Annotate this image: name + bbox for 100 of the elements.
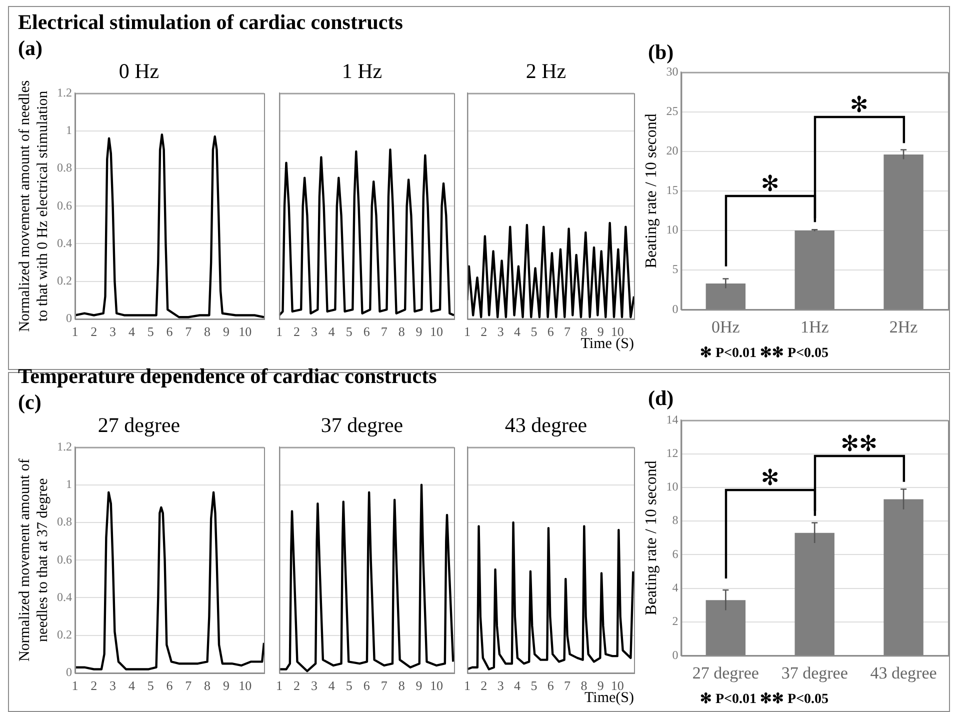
text: Electrical stimulation of cardiac constructs: [18, 10, 403, 35]
x-tick-label: 2: [90, 324, 98, 340]
x-tick-label: 3: [110, 678, 116, 694]
y-tick-label: 10: [666, 222, 678, 237]
text: (c): [18, 390, 42, 415]
x-tick-label: 7: [564, 324, 572, 340]
x-tick-label: 0Hz: [712, 317, 740, 336]
x-tick-label: 3: [497, 324, 504, 340]
chart-title: 1 Hz: [342, 59, 382, 84]
y-tick-label: 1.2: [57, 439, 72, 454]
x-tick-label: 5: [147, 678, 154, 694]
x-tick-label: 9: [416, 678, 422, 694]
y-tick-label: 0: [672, 648, 678, 662]
y-tick-label: 30: [666, 64, 678, 78]
chart-title: 43 degree: [504, 413, 588, 438]
x-tick-label: 3: [310, 678, 318, 694]
x-tick-label: 6: [547, 324, 554, 340]
chart-title: 27 degree: [98, 413, 180, 438]
y-tick-label: 8: [672, 513, 678, 528]
y-axis-title: Normalized movement amount of needles to that with 0 Hz electrical stimulation: [16, 80, 51, 332]
x-tick-label: 6: [363, 678, 370, 694]
x-tick-label: 5: [530, 678, 538, 694]
y-tick-label: 0.2: [57, 274, 72, 288]
x-tick-label: 5: [346, 678, 352, 694]
x-tick-label: 1Hz: [800, 317, 830, 336]
y-tick-label: 5: [672, 262, 678, 276]
text: ✻ P<0.01 ✻✻ P<0.05: [700, 691, 829, 708]
x-tick-label: 3: [110, 324, 116, 340]
x-tick-label: 1: [276, 324, 282, 340]
annotation: ✻✻: [840, 432, 878, 458]
x-tick-label: 37 degree: [781, 663, 848, 682]
text: ✻ P<0.01 ✻✻ P<0.05: [700, 345, 829, 362]
chart-title: 0 Hz: [118, 59, 160, 84]
text: (b): [648, 40, 674, 65]
y-tick-label: 1: [66, 122, 72, 137]
x-tick-label: 8: [398, 324, 405, 340]
text: (d): [648, 386, 674, 411]
y-tick-label: 0.8: [57, 514, 72, 529]
y-tick-label: 15: [666, 183, 678, 198]
x-tick-label: 7: [185, 324, 192, 340]
x-tick-label: 5: [346, 324, 352, 340]
x-tick-label: 5: [147, 324, 154, 340]
x-tick-label: 4: [328, 678, 336, 694]
x-tick-label: 2: [293, 324, 300, 340]
y-tick-label: 12: [666, 446, 678, 460]
y-tick-label: 0.4: [57, 590, 72, 604]
x-tick-label: 9: [222, 678, 230, 694]
x-tick-label: 4: [328, 324, 336, 340]
x-tick-label: 4: [128, 324, 136, 340]
x-tick-label: 10: [238, 324, 252, 340]
annotation: ✻: [760, 172, 780, 198]
x-tick-label: 6: [547, 678, 554, 694]
x-tick-label: 9: [416, 324, 422, 340]
y-tick-label: 4: [672, 580, 678, 594]
x-tick-label: 6: [166, 678, 174, 694]
y-tick-label: 0.6: [57, 198, 72, 212]
x-tick-label: 1: [276, 678, 282, 694]
x-tick-label: 6: [363, 324, 370, 340]
x-tick-label: 2: [480, 324, 488, 340]
annotation: ✻: [850, 92, 868, 118]
x-tick-label: 9: [222, 324, 230, 340]
x-tick-label: 6: [166, 324, 174, 340]
x-tick-label: 2Hz: [889, 317, 918, 336]
x-tick-label: 1: [464, 324, 470, 340]
y-tick-label: 0.6: [57, 552, 72, 566]
x-tick-label: 10: [238, 678, 252, 694]
y-axis-title: Normalized movement amount of needles to that at 37 degree: [16, 458, 51, 662]
y-tick-label: 0: [66, 665, 72, 680]
chart-title: 2 Hz: [526, 59, 566, 84]
y-tick-label: 1: [66, 476, 72, 491]
y-axis-title: Beating rate / 10 second: [642, 460, 660, 616]
x-tick-label: 8: [204, 678, 211, 694]
x-tick-label: 2: [293, 678, 300, 694]
y-tick-label: 0.4: [57, 236, 72, 250]
x-tick-label: 7: [564, 678, 572, 694]
x-tick-label: 7: [380, 324, 388, 340]
x-tick-label: 10: [430, 678, 444, 694]
y-tick-label: 0.2: [57, 628, 72, 642]
x-tick-label: 2: [480, 678, 488, 694]
y-tick-label: 6: [672, 546, 678, 561]
x-tick-label: 2: [90, 678, 98, 694]
y-tick-label: 14: [666, 412, 678, 426]
y-tick-label: 20: [666, 143, 678, 158]
y-tick-label: 10: [666, 480, 678, 494]
x-tick-label: 4: [128, 678, 136, 694]
x-tick-label: 1: [464, 678, 470, 694]
x-tick-label: 7: [185, 678, 192, 694]
annotation: ✻: [760, 466, 780, 491]
y-tick-label: 0.8: [57, 160, 72, 175]
x-tick-label: 4: [514, 678, 522, 694]
x-tick-label: 8: [204, 324, 211, 340]
chart-title: 37 degree: [320, 413, 404, 438]
x-tick-label: 3: [497, 678, 504, 694]
x-tick-label: 7: [380, 678, 388, 694]
x-tick-label: 10: [430, 324, 444, 340]
y-tick-label: 0: [672, 302, 678, 316]
x-tick-label: 3: [310, 324, 318, 340]
y-tick-label: 2: [672, 614, 678, 628]
x-tick-label: 5: [530, 324, 538, 340]
x-tick-label: 27 degree: [692, 663, 759, 682]
